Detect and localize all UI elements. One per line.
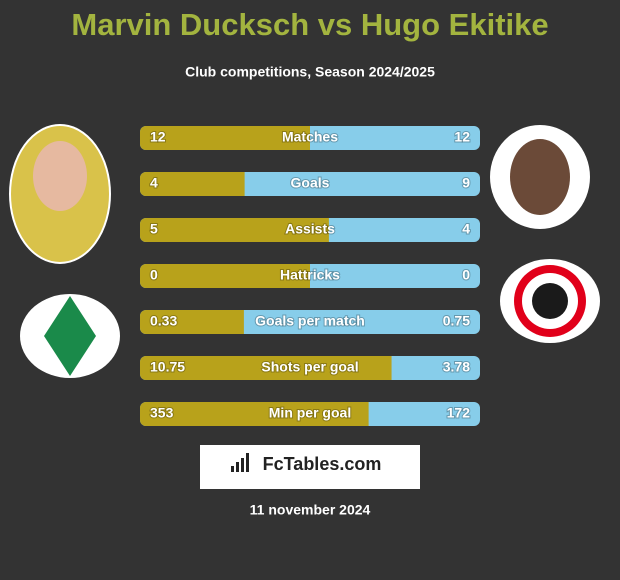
bar <box>140 126 310 150</box>
bar <box>140 310 244 334</box>
value-label: 12 <box>454 129 470 145</box>
value-label: 353 <box>150 405 174 421</box>
value-label: 12 <box>150 129 166 145</box>
category-label: Hattricks <box>280 267 340 283</box>
club-logo-shape <box>532 283 568 319</box>
row <box>140 356 480 380</box>
value-label: 0 <box>150 267 158 283</box>
row <box>140 310 480 334</box>
date: 11 november 2024 <box>250 502 371 518</box>
value-label: 3.78 <box>443 359 470 375</box>
value-label: 10.75 <box>150 359 185 375</box>
chart-title: Marvin Ducksch vs Hugo Ekitike <box>71 7 548 42</box>
category-label: Assists <box>285 221 335 237</box>
value-label: 5 <box>150 221 158 237</box>
category-label: Min per goal <box>269 405 351 421</box>
bar <box>140 356 392 380</box>
category-label: Matches <box>282 129 338 145</box>
row <box>140 264 480 288</box>
row <box>140 218 480 242</box>
category-label: Shots per goal <box>261 359 358 375</box>
bar <box>140 172 245 196</box>
club-logo-shape <box>44 296 96 376</box>
value-label: 4 <box>462 221 470 237</box>
row <box>140 126 480 150</box>
player-face <box>33 141 87 211</box>
bar <box>140 402 369 426</box>
chart-subtitle: Club competitions, Season 2024/2025 <box>185 64 435 80</box>
value-label: 172 <box>447 405 471 421</box>
value-label: 0.75 <box>443 313 470 329</box>
row <box>140 402 480 426</box>
bar <box>140 218 329 242</box>
value-label: 0.33 <box>150 313 177 329</box>
value-label: 4 <box>150 175 158 191</box>
brand: FcTables.com <box>263 454 382 474</box>
player-face <box>510 139 570 215</box>
value-label: 9 <box>462 175 470 191</box>
value-label: 0 <box>462 267 470 283</box>
category-label: Goals <box>291 175 330 191</box>
brand-icon <box>231 453 249 472</box>
category-label: Goals per match <box>255 313 365 329</box>
bar <box>140 264 310 288</box>
row <box>140 172 480 196</box>
